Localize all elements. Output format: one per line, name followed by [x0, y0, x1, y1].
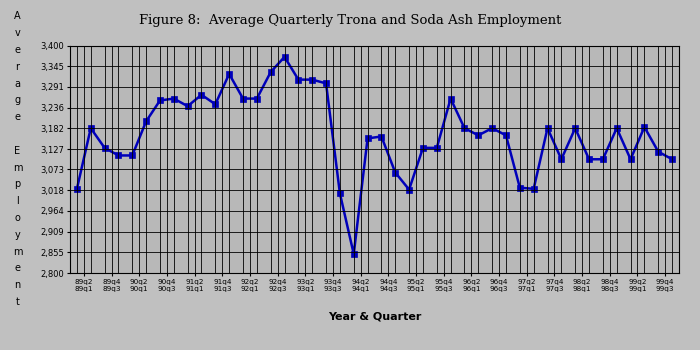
X-axis label: Year & Quarter: Year & Quarter: [328, 312, 421, 322]
Text: v: v: [15, 28, 20, 38]
Text: n: n: [15, 280, 20, 290]
Text: A: A: [14, 12, 21, 21]
Text: e: e: [15, 264, 20, 273]
Text: e: e: [15, 112, 20, 122]
Text: g: g: [15, 96, 20, 105]
Text: y: y: [15, 230, 20, 240]
Text: o: o: [15, 213, 20, 223]
Text: m: m: [13, 247, 22, 257]
Text: e: e: [15, 45, 20, 55]
Text: E: E: [15, 146, 20, 156]
Text: a: a: [15, 79, 20, 89]
Text: t: t: [15, 297, 20, 307]
Text: m: m: [13, 163, 22, 173]
Text: r: r: [15, 62, 20, 72]
Text: p: p: [15, 180, 20, 189]
Text: Figure 8:  Average Quarterly Trona and Soda Ash Employment: Figure 8: Average Quarterly Trona and So…: [139, 14, 561, 27]
Text: l: l: [16, 196, 19, 206]
